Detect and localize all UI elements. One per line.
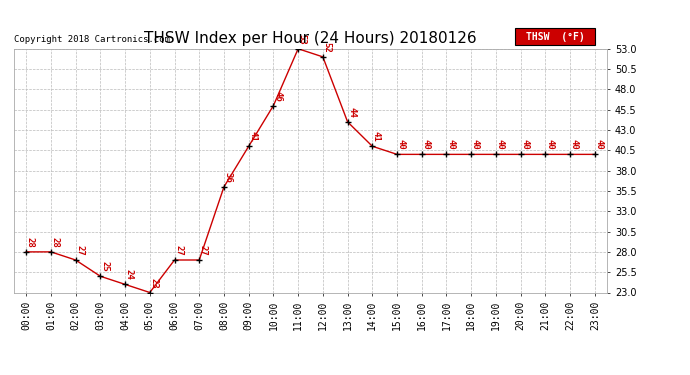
Text: 40: 40: [545, 140, 554, 150]
Text: 24: 24: [125, 270, 134, 280]
Text: 40: 40: [520, 140, 529, 150]
Text: 40: 40: [495, 140, 504, 150]
Text: 27: 27: [199, 245, 208, 256]
Text: 28: 28: [50, 237, 59, 248]
Text: 27: 27: [174, 245, 183, 256]
Text: 40: 40: [422, 140, 431, 150]
Text: 25: 25: [100, 261, 109, 272]
Text: 52: 52: [322, 42, 331, 53]
Text: 44: 44: [347, 107, 356, 118]
Text: THSW  (°F): THSW (°F): [526, 32, 584, 42]
Text: 23: 23: [150, 278, 159, 288]
Text: 41: 41: [372, 131, 381, 142]
Text: 53: 53: [298, 34, 307, 45]
Text: 40: 40: [595, 140, 604, 150]
Text: 40: 40: [446, 140, 455, 150]
Text: 40: 40: [471, 140, 480, 150]
Text: 27: 27: [75, 245, 84, 256]
Text: 40: 40: [397, 140, 406, 150]
Title: THSW Index per Hour (24 Hours) 20180126: THSW Index per Hour (24 Hours) 20180126: [144, 31, 477, 46]
FancyBboxPatch shape: [515, 28, 595, 45]
Text: 41: 41: [248, 131, 257, 142]
Text: Copyright 2018 Cartronics.com: Copyright 2018 Cartronics.com: [14, 35, 170, 44]
Text: 46: 46: [273, 91, 282, 102]
Text: 40: 40: [570, 140, 579, 150]
Text: 28: 28: [26, 237, 34, 248]
Text: 36: 36: [224, 172, 233, 183]
